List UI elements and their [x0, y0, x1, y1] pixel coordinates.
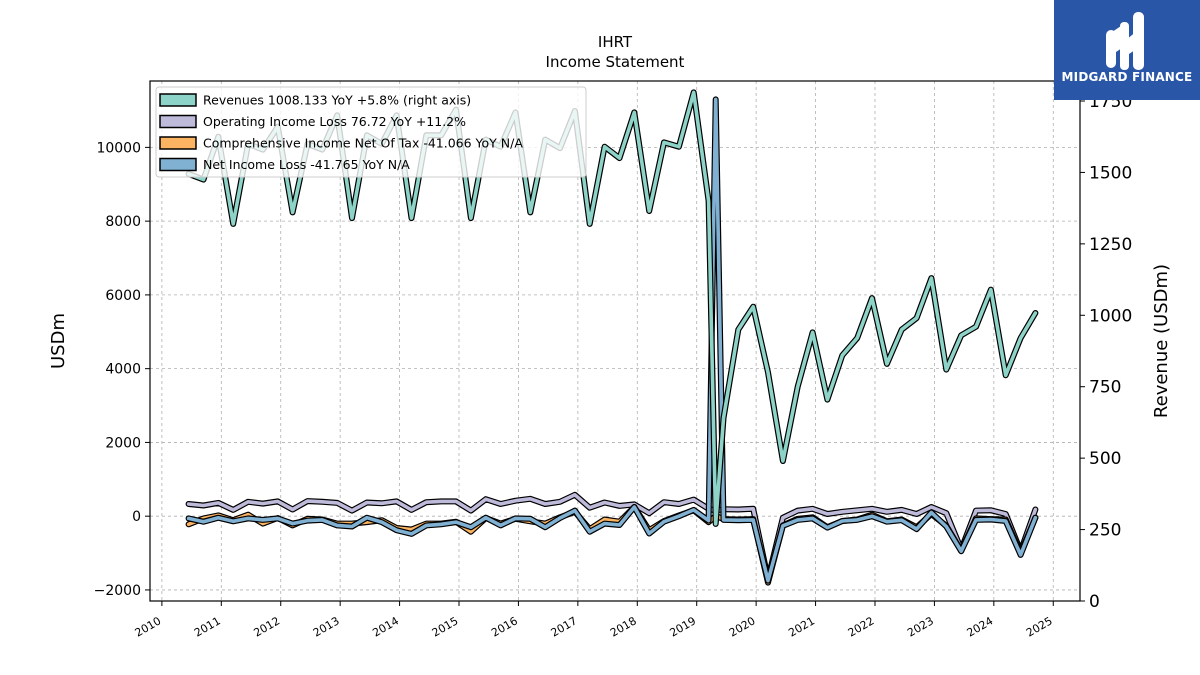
chart-title: IHRT	[598, 33, 633, 51]
y2-tick-label: 500	[1089, 449, 1121, 469]
logo-text: MIDGARD FINANCE	[1062, 70, 1193, 84]
operating-income-loss-line	[186, 492, 1038, 581]
x-axis: 2010 2011 2012 2013 2014 2015 2016 2017 2018 2019…	[133, 601, 1055, 640]
legend-label: Operating Income Loss 76.72 YoY +11.2%	[203, 114, 466, 129]
x-tick-label: 2023	[905, 614, 936, 639]
y-tick-label: 4000	[105, 362, 141, 378]
y-tick-label: 10000	[96, 140, 141, 156]
y2-axis-label: Revenue (USDm)	[1151, 264, 1172, 418]
x-tick-label: 2011	[192, 614, 223, 639]
y-tick-label: 2000	[105, 435, 141, 451]
legend-swatch	[159, 136, 197, 150]
y-tick-label: 8000	[105, 214, 141, 230]
logo-mark-icon	[1106, 12, 1144, 70]
plot-frame	[149, 80, 1081, 602]
x-tick-label: 2022	[846, 614, 877, 639]
operating-income-loss-outline	[185, 491, 1039, 582]
y-tick-label: −2000	[94, 583, 141, 599]
chart-subtitle: Income Statement	[546, 53, 685, 71]
legend-label: Net Income Loss -41.765 YoY N/A	[203, 157, 410, 172]
y-axis-label: USDm	[48, 313, 69, 369]
y2-tick-label: 1500	[1089, 163, 1132, 183]
x-tick-label: 2014	[370, 614, 401, 639]
left-y-axis: −2000 0 2000 4000 6000 8000 10000	[94, 140, 150, 599]
legend-swatch	[159, 114, 197, 129]
y2-tick-label: 1250	[1089, 235, 1132, 255]
x-tick-label: 2012	[251, 614, 282, 639]
x-tick-label: 2019	[667, 614, 698, 639]
x-tick-label: 2015	[430, 614, 461, 639]
x-tick-label: 2025	[1024, 614, 1055, 639]
legend-label: Comprehensive Income Net Of Tax -41.066 …	[203, 136, 523, 151]
legend-label: Revenues 1008.133 YoY +5.8% (right axis)	[203, 93, 471, 108]
legend: Revenues 1008.133 YoY +5.8% (right axis)…	[155, 86, 587, 178]
y-tick-label: 6000	[105, 288, 141, 304]
y2-tick-label: 0	[1089, 592, 1100, 612]
y-tick-label: 0	[132, 509, 141, 525]
x-tick-label: 2024	[965, 614, 996, 639]
x-tick-label: 2010	[133, 614, 164, 639]
x-tick-label: 2016	[489, 614, 520, 639]
y2-tick-label: 750	[1089, 378, 1121, 398]
legend-swatch	[159, 157, 197, 172]
x-tick-label: 2021	[786, 614, 817, 639]
net-income-loss-line	[186, 97, 1038, 583]
y2-tick-label: 1000	[1089, 306, 1132, 326]
x-tick-label: 2018	[608, 614, 639, 639]
x-tick-label: 2013	[311, 614, 342, 639]
x-tick-label: 2017	[549, 614, 580, 639]
x-tick-label: 2020	[727, 614, 758, 639]
midgard-finance-logo: MIDGARD FINANCE	[1054, 0, 1200, 100]
y2-tick-label: 250	[1089, 521, 1121, 541]
legend-swatch	[159, 93, 197, 107]
